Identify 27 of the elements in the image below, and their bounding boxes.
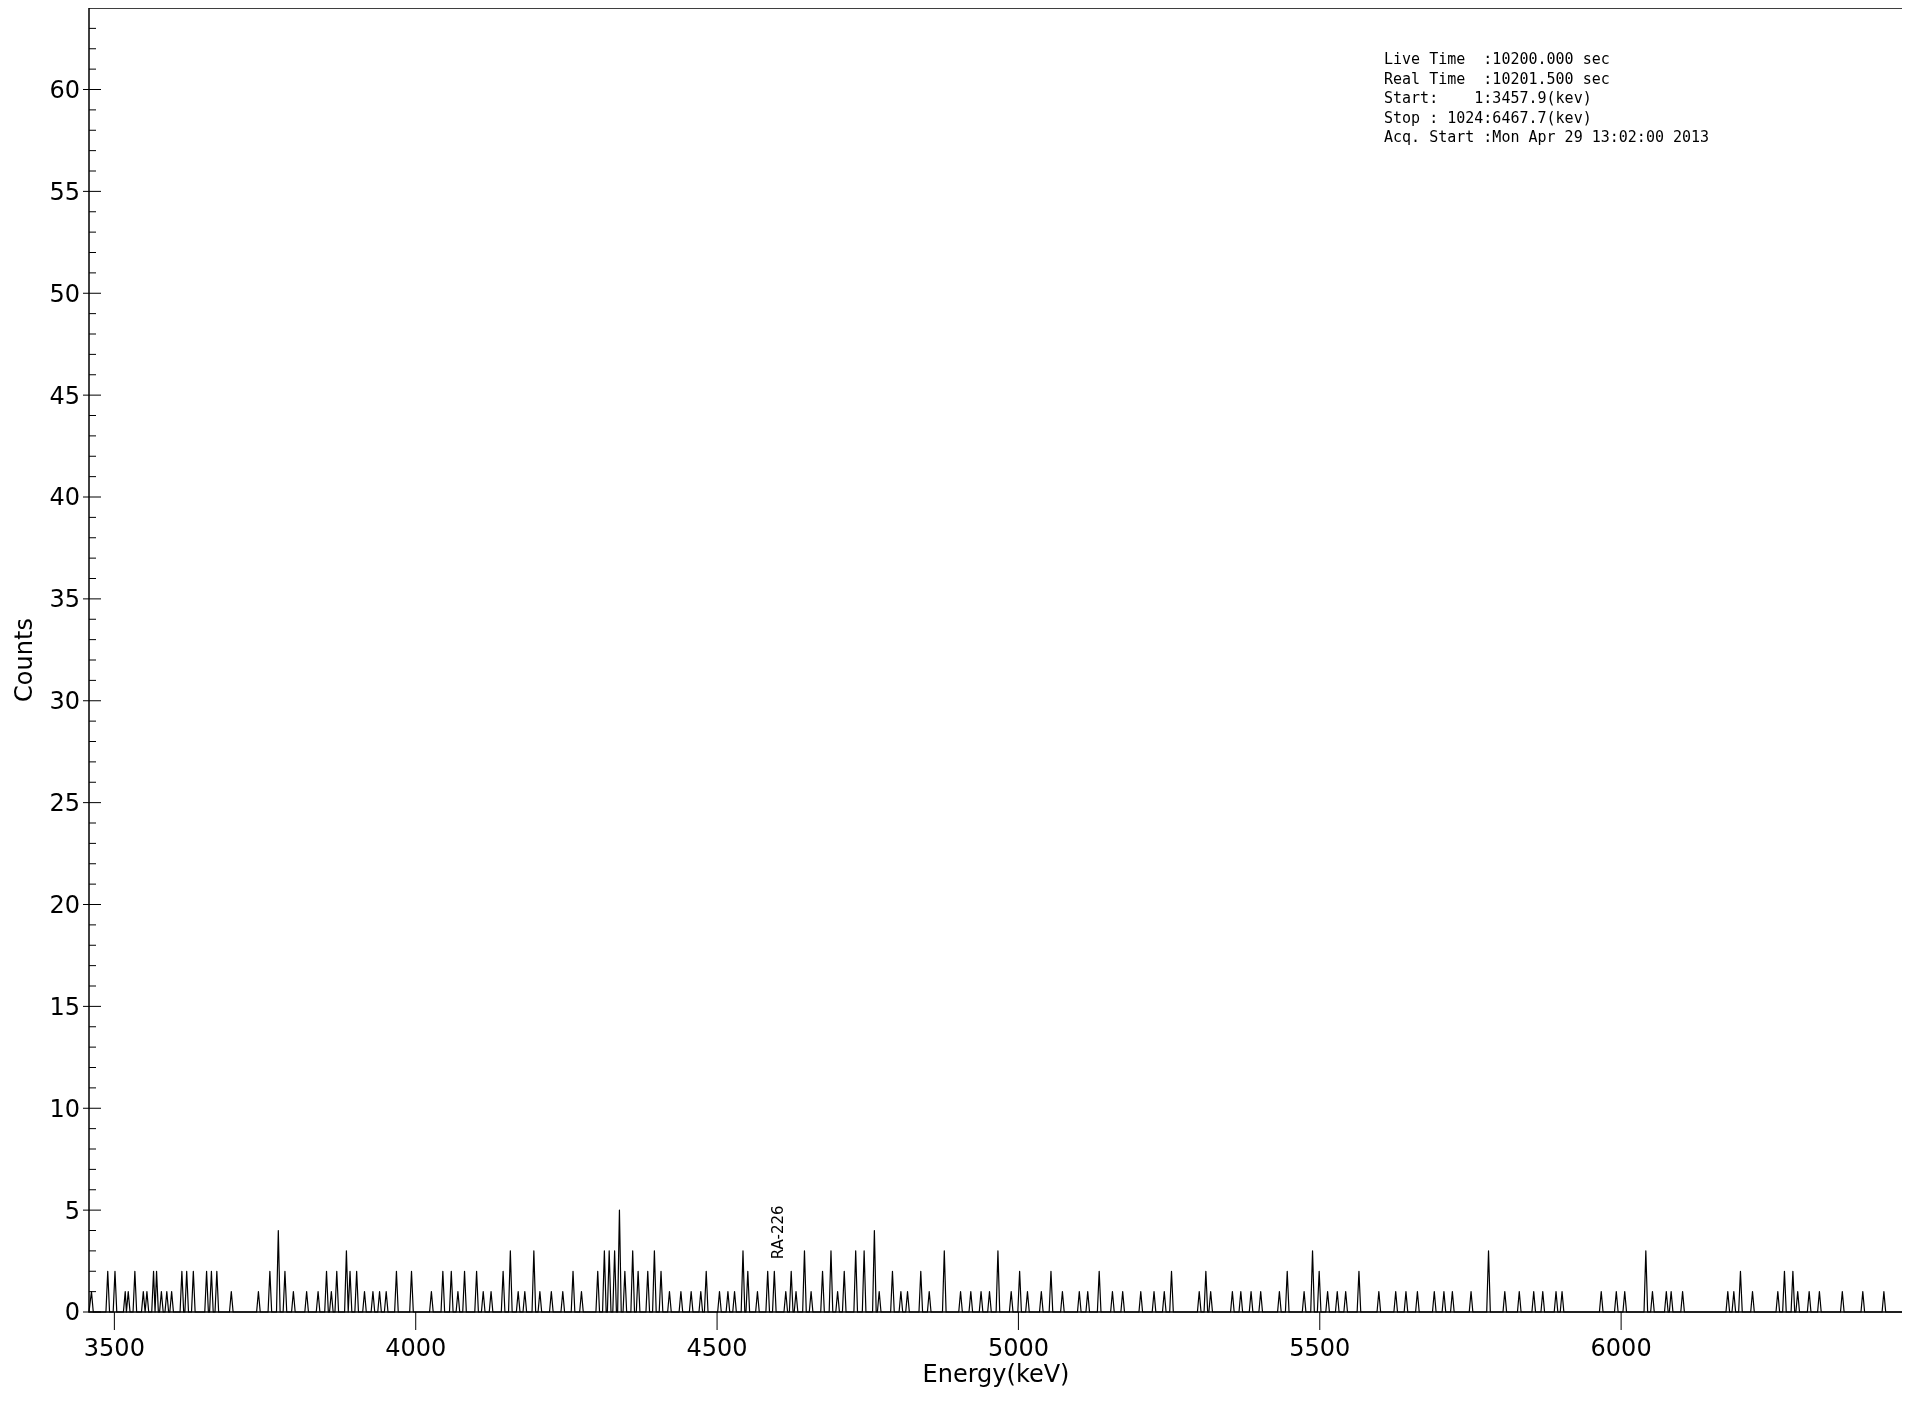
annotation: Real Time :10201.500 sec	[1384, 69, 1610, 88]
y-axis-title: Counts	[10, 618, 38, 702]
y-tick-label: 35	[49, 585, 80, 614]
y-tick-label: 45	[49, 381, 80, 410]
y-tick-label: 5	[64, 1196, 80, 1225]
x-tick-label: 6000	[1590, 1334, 1652, 1362]
annotation: Acq. Start :Mon Apr 29 13:02:00 2013	[1384, 128, 1710, 146]
y-tick-label: 55	[49, 177, 80, 206]
x-tick-label: 5500	[1289, 1334, 1351, 1362]
x-tick-label: 5000	[987, 1334, 1049, 1362]
y-tick-label: 30	[49, 687, 80, 716]
x-axis-title: Energy(keV)	[922, 1360, 1070, 1388]
annotation: RA-226	[769, 1205, 788, 1260]
y-tick-label: 50	[49, 279, 80, 308]
annotation: Live Time :10200.000 sec	[1384, 50, 1610, 68]
x-tick-label: 3500	[83, 1334, 145, 1362]
y-tick-label: 15	[49, 992, 80, 1021]
y-tick-label: 60	[49, 75, 80, 104]
y-tick-label: 20	[49, 890, 80, 919]
x-tick-label: 4000	[385, 1334, 447, 1362]
y-tick-label: 0	[64, 1298, 80, 1327]
y-tick-label: 25	[49, 789, 80, 818]
annotation: Stop : 1024:6467.7(kev)	[1384, 108, 1592, 127]
y-tick-label: 10	[49, 1094, 80, 1123]
y-tick-label: 40	[49, 483, 80, 512]
annotation: Start: 1:3457.9(kev)	[1384, 89, 1592, 107]
x-tick-label: 4500	[686, 1334, 748, 1362]
